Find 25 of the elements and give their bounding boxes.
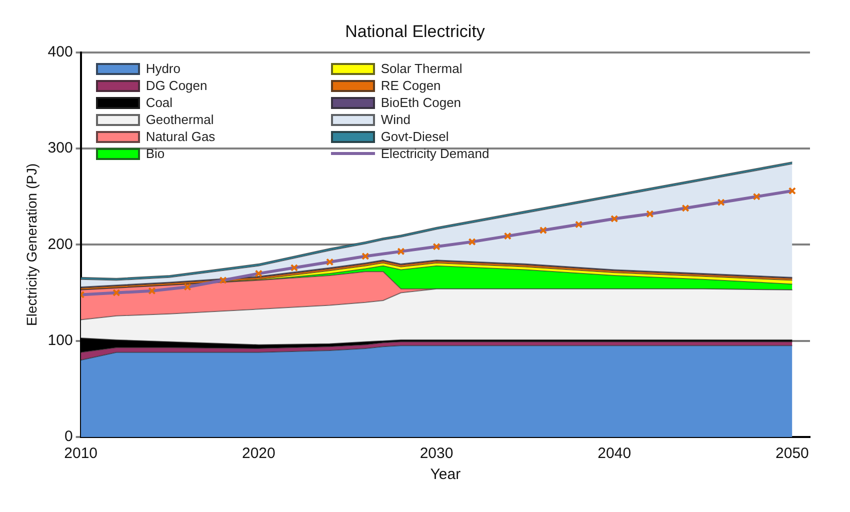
y-tick-label: 400 [48,44,73,61]
y-tick-label: 0 [64,428,73,446]
chart-title: National Electricity [345,22,486,41]
x-axis-title: Year [430,466,461,484]
y-tick-label: 100 [48,332,73,349]
x-tick-label: 2010 [64,445,98,462]
legend-label: Natural Gas [146,129,216,144]
legend-label: Bio [146,146,165,162]
legend-label: Geothermal [146,112,214,128]
x-tick-label: 2030 [420,445,454,462]
legend-label: Wind [380,112,410,128]
legend-label: Electricity Demand [380,146,490,162]
y-axis-title: Electricity Generation (PJ) [23,163,40,326]
legend-label: Coal [146,95,173,110]
legend-label: DG Cogen [146,78,208,94]
x-tick-label: 2040 [598,445,632,462]
legend-label: RE Cogen [380,78,441,94]
x-tick-label: 2020 [242,445,276,462]
legend-label: BioEth Cogen [380,95,462,110]
legend-label: Govt-Diesel [380,129,449,144]
y-tick-label: 200 [48,236,73,253]
y-tick-label: 300 [48,140,73,157]
x-tick-label: 2050 [776,445,809,462]
legend-label: Hydro [146,61,180,76]
legend-label: Solar Thermal [380,61,462,76]
